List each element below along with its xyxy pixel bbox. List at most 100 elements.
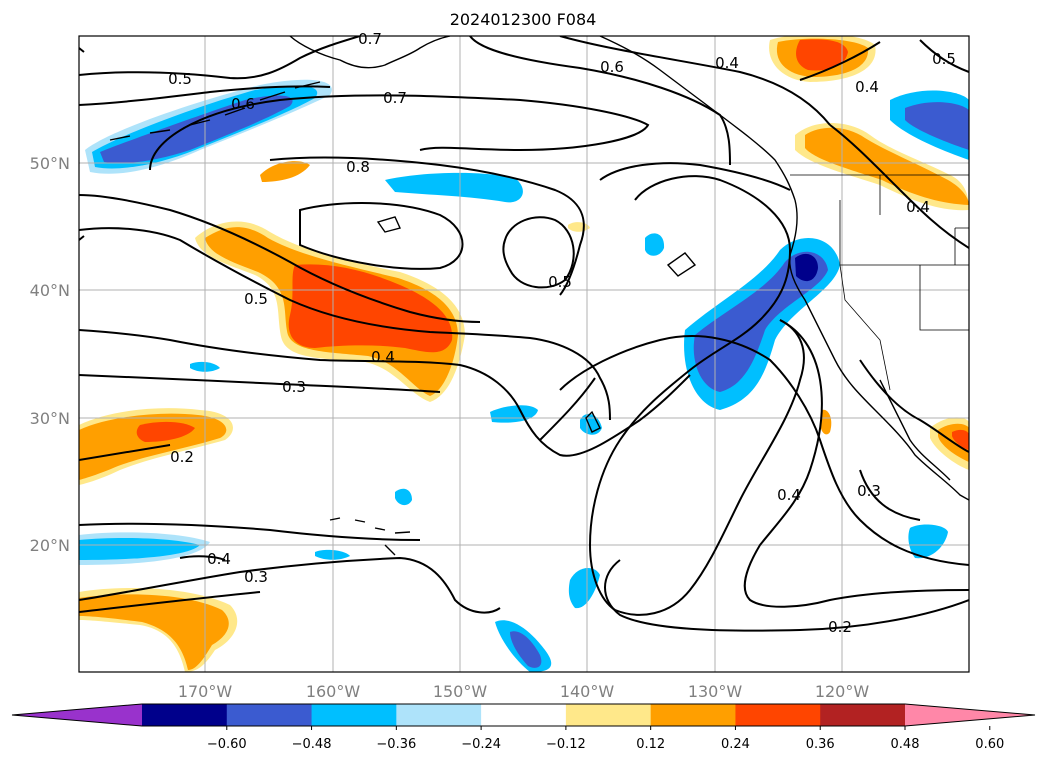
positive-anomaly-region — [820, 409, 832, 435]
contour-line — [604, 559, 969, 632]
negative-anomaly-region — [79, 537, 200, 560]
contour-label: 0.4 — [715, 54, 739, 72]
negative-anomaly-region — [510, 631, 542, 668]
map-title: 2024012300 F084 — [450, 10, 597, 29]
colorbar-tick-label: −0.24 — [461, 737, 501, 752]
contour-label: 0.7 — [358, 30, 382, 48]
negative-anomaly-region — [395, 488, 412, 506]
colorbar-outline — [11, 703, 1036, 727]
colorbar-segment — [311, 704, 397, 726]
island-outline — [585, 410, 601, 433]
contour-line — [179, 555, 226, 561]
lon-label-130w: 130°W — [688, 682, 743, 701]
colorbar: −0.60 −0.48 −0.36 −0.24 −0.12 0.12 0.24 0.36 0.4… — [11, 703, 1036, 752]
state-border — [954, 227, 969, 265]
positive-anomaly-region — [805, 127, 969, 205]
lon-label-170w: 170°W — [178, 682, 233, 701]
contour-line — [502, 216, 575, 289]
state-border — [839, 264, 891, 391]
colorbar-segment — [735, 704, 821, 726]
positive-anomaly-region — [136, 421, 195, 442]
longitude-labels: 170°W 160°W 150°W 140°W 130°W 120°W — [178, 682, 870, 701]
contour-label: 0.2 — [828, 618, 852, 636]
colorbar-tick-label: −0.36 — [376, 737, 416, 752]
contour-label: 0.4 — [906, 198, 930, 216]
contour-line — [588, 175, 805, 616]
lon-label-160w: 160°W — [306, 682, 361, 701]
contour-label: 0.4 — [207, 550, 231, 568]
contour-line — [559, 335, 969, 566]
negative-anomaly-region — [568, 568, 600, 609]
contour-label: 0.5 — [168, 70, 192, 88]
contour-label: 0.6 — [600, 58, 624, 76]
contour-line — [79, 556, 501, 614]
contour-label-group: 0.5 0.6 0.7 0.6 0.4 0.5 0.4 0.7 0.8 0.5 … — [168, 30, 956, 636]
contour-line — [829, 124, 969, 249]
latitude-labels: 50°N 40°N 30°N 20°N — [30, 154, 70, 555]
contour-line — [299, 202, 464, 270]
contour-line — [79, 374, 441, 393]
negative-anomaly-region — [908, 524, 948, 559]
colorbar-segment — [142, 704, 228, 726]
hawaiian-islands — [329, 517, 411, 556]
contour-line — [539, 377, 596, 441]
contour-line — [559, 36, 831, 126]
negative-anomaly-region — [905, 102, 969, 150]
contour-line — [919, 39, 969, 73]
negative-anomaly-region — [795, 253, 818, 282]
contour-label: 0.4 — [371, 348, 395, 366]
colorbar-segment — [396, 704, 482, 726]
contour-line — [799, 41, 881, 81]
contour-label: 0.2 — [170, 448, 194, 466]
contour-line — [269, 156, 585, 296]
positive-anomaly-region — [79, 594, 229, 670]
lat-label-40n: 40°N — [30, 281, 70, 300]
contour-lines — [79, 36, 969, 632]
positive-anomaly-region — [260, 161, 310, 182]
state-border — [879, 175, 969, 331]
aleutian-islands — [109, 81, 321, 141]
colorbar-tick-label: 0.24 — [721, 737, 750, 752]
colorbar-extend-high — [905, 704, 1035, 726]
colorbar-segment — [565, 704, 652, 726]
contour-label: 0.6 — [231, 95, 255, 113]
island-outline — [666, 252, 697, 277]
colorbar-tick-label: −0.48 — [292, 737, 332, 752]
contour-line — [79, 194, 481, 323]
contour-line — [79, 47, 85, 241]
contour-line — [149, 94, 650, 171]
contour-line — [859, 359, 969, 453]
contour-line — [469, 36, 731, 166]
contour-label: 0.5 — [548, 273, 572, 291]
colorbar-tick-label: 0.48 — [891, 737, 920, 752]
contour-line — [79, 85, 331, 106]
contour-label: 0.3 — [244, 568, 268, 586]
lon-label-150w: 150°W — [433, 682, 488, 701]
alaska-coastline — [289, 36, 451, 69]
colorbar-tick-label: −0.60 — [207, 737, 247, 752]
positive-anomaly-region — [796, 39, 848, 71]
contour-line — [79, 591, 261, 613]
contour-line — [743, 319, 969, 608]
lon-label-140w: 140°W — [560, 682, 615, 701]
contour-label: 0.8 — [346, 158, 370, 176]
colorbar-tick-label: 0.12 — [636, 737, 665, 752]
colorbar-segment — [481, 704, 567, 726]
contour-line — [79, 36, 361, 80]
contour-label: 0.5 — [244, 290, 268, 308]
shaded-anomaly-layer — [79, 36, 969, 672]
lat-label-20n: 20°N — [30, 536, 70, 555]
contour-line — [79, 444, 171, 461]
contour-label: 0.4 — [855, 78, 879, 96]
colorbar-segment — [226, 704, 313, 726]
negative-anomaly-region — [645, 233, 665, 256]
colorbar-tick-label: 0.36 — [806, 737, 835, 752]
contour-line — [859, 469, 921, 521]
contour-line — [79, 522, 421, 541]
island-outline — [376, 216, 401, 233]
lon-label-120w: 120°W — [815, 682, 870, 701]
contour-label: 0.4 — [777, 486, 801, 504]
negative-anomaly-region — [385, 172, 523, 203]
contour-line — [79, 329, 691, 457]
